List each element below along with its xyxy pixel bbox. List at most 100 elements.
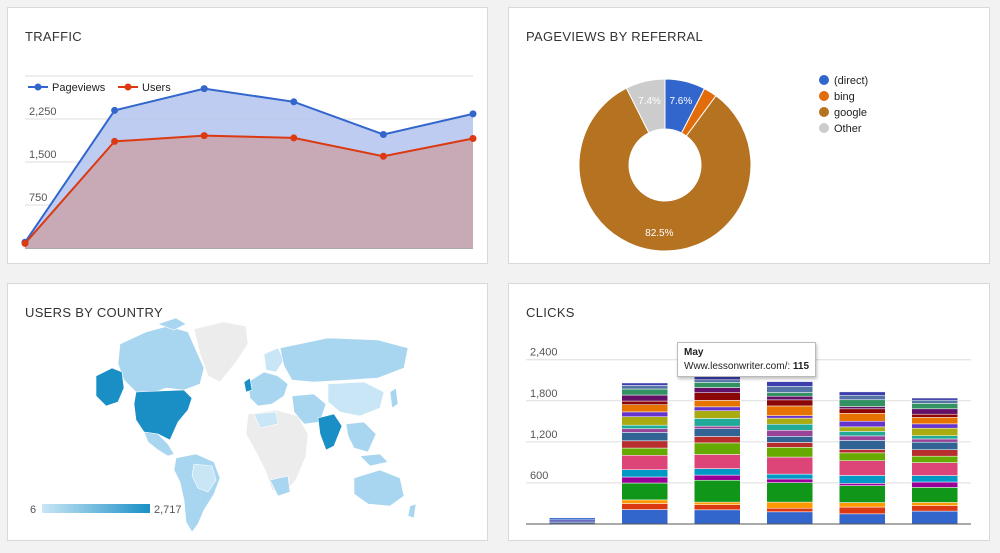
bar-segment — [766, 399, 813, 407]
legend-label: (direct) — [834, 75, 868, 87]
bar-segment — [621, 482, 668, 501]
referral-chart: 7.6% 82.5% 7.4% (direct) bing google Other — [578, 75, 868, 252]
slice-label: 7.6% — [669, 96, 692, 107]
slice-google — [578, 87, 752, 252]
tooltip-label: Www.lessonwriter.com/: — [684, 361, 791, 372]
bar-segment — [911, 413, 958, 418]
legend-item-bing: bing — [819, 91, 855, 103]
point-pageviews — [111, 106, 119, 114]
referral-title: PAGEVIEWS BY REFERRAL — [526, 29, 704, 44]
map-region-brazil[interactable] — [191, 463, 217, 493]
map-region-new-zealand[interactable] — [407, 503, 417, 519]
bar-segment — [839, 406, 886, 410]
y-tick-label: 2,400 — [530, 347, 558, 359]
bar-segment — [839, 399, 886, 407]
bar-segment — [621, 499, 668, 504]
map-region-indonesia[interactable] — [359, 453, 389, 467]
map-region-africa[interactable] — [245, 409, 309, 495]
bar-segment — [766, 511, 813, 525]
map-region-australia[interactable] — [353, 469, 405, 507]
bar-segment — [839, 426, 886, 432]
bar-segment — [766, 381, 813, 387]
bar-segment — [694, 387, 741, 393]
bar-segment — [621, 503, 668, 510]
bar-segment — [766, 442, 813, 448]
map-region-greenland[interactable] — [193, 321, 249, 383]
bar-segment — [621, 385, 668, 390]
tooltip-value: 115 — [792, 361, 810, 372]
bar-segment — [911, 449, 958, 457]
legend-label: bing — [834, 91, 855, 103]
clicks-card: CLICKS 600 1,200 1,800 2,400 May Www.lesson… — [508, 283, 990, 541]
y-tick-label: 750 — [29, 192, 47, 204]
tooltip-title: May — [684, 347, 704, 358]
bar-segment — [911, 438, 958, 443]
bar-segment — [621, 432, 668, 442]
bar-segment — [911, 423, 958, 429]
map-region-alaska[interactable] — [95, 367, 125, 407]
bar-segment — [911, 403, 958, 410]
map-region-canada[interactable] — [117, 325, 205, 395]
world-map[interactable]: 6 2,717 — [8, 284, 489, 542]
bar-segment — [911, 408, 958, 415]
bar-segment — [621, 382, 668, 386]
bar-segment — [766, 482, 813, 503]
clicks-title: CLICKS — [526, 305, 575, 320]
point-users — [290, 134, 298, 142]
map-region-southeast-asia[interactable] — [345, 421, 377, 453]
bar-1 — [549, 517, 596, 525]
legend-item-other: Other — [819, 123, 862, 135]
legend-label: Pageviews — [52, 82, 106, 94]
map-region-north-africa[interactable] — [253, 411, 279, 429]
bar-segment — [911, 417, 958, 425]
traffic-title: TRAFFIC — [25, 29, 82, 44]
bar-segment — [694, 454, 741, 469]
map-region-uk[interactable] — [243, 377, 253, 393]
bar-segment — [694, 406, 741, 411]
map-region-india[interactable] — [317, 413, 343, 451]
point-users — [379, 152, 387, 160]
bar-segment — [621, 428, 668, 433]
bar-segment — [621, 440, 668, 449]
legend-label: Users — [142, 82, 171, 94]
country-title: USERS BY COUNTRY — [25, 305, 163, 320]
map-region-russia[interactable] — [279, 337, 409, 383]
point-pageviews — [200, 85, 208, 93]
bar-segment — [839, 475, 886, 484]
map-region-europe[interactable] — [247, 371, 289, 407]
bar-segment — [621, 424, 668, 430]
map-region-usa[interactable] — [133, 389, 193, 441]
bar-3 — [694, 373, 741, 525]
map-region-japan[interactable] — [389, 387, 399, 409]
bar-segment — [766, 417, 813, 425]
map-region-mexico[interactable] — [143, 431, 175, 457]
bar-5 — [839, 391, 886, 525]
bar-segment — [694, 479, 741, 503]
bar-segment — [694, 468, 741, 476]
bar-segment — [839, 460, 886, 476]
bar-segment — [766, 436, 813, 443]
map-region-south-africa[interactable] — [269, 475, 291, 497]
legend-label: Other — [834, 123, 862, 135]
bar-segment — [911, 510, 958, 525]
bar-2 — [621, 382, 668, 525]
bar-segment — [621, 394, 668, 402]
bar-segment — [911, 462, 958, 476]
bar-segment — [694, 436, 741, 444]
map-region-china[interactable] — [327, 381, 385, 417]
point-users — [21, 239, 29, 247]
bar-segment — [911, 475, 958, 483]
bar-segment — [694, 428, 741, 437]
bar-segment — [766, 395, 813, 401]
bar-segment — [839, 483, 886, 486]
bar-segment — [911, 455, 958, 463]
map-region-scandinavia[interactable] — [263, 347, 285, 373]
map-region-canada-islands[interactable] — [157, 317, 187, 331]
bar-segment — [621, 404, 668, 413]
bar-segment — [621, 416, 668, 426]
bar-segment — [549, 519, 596, 523]
legend-item-users: Users — [118, 82, 171, 94]
point-pageviews — [290, 98, 298, 106]
legend-swatch — [819, 123, 829, 133]
traffic-chart: 750 1,500 2,250 Pageviews Users — [21, 75, 477, 249]
